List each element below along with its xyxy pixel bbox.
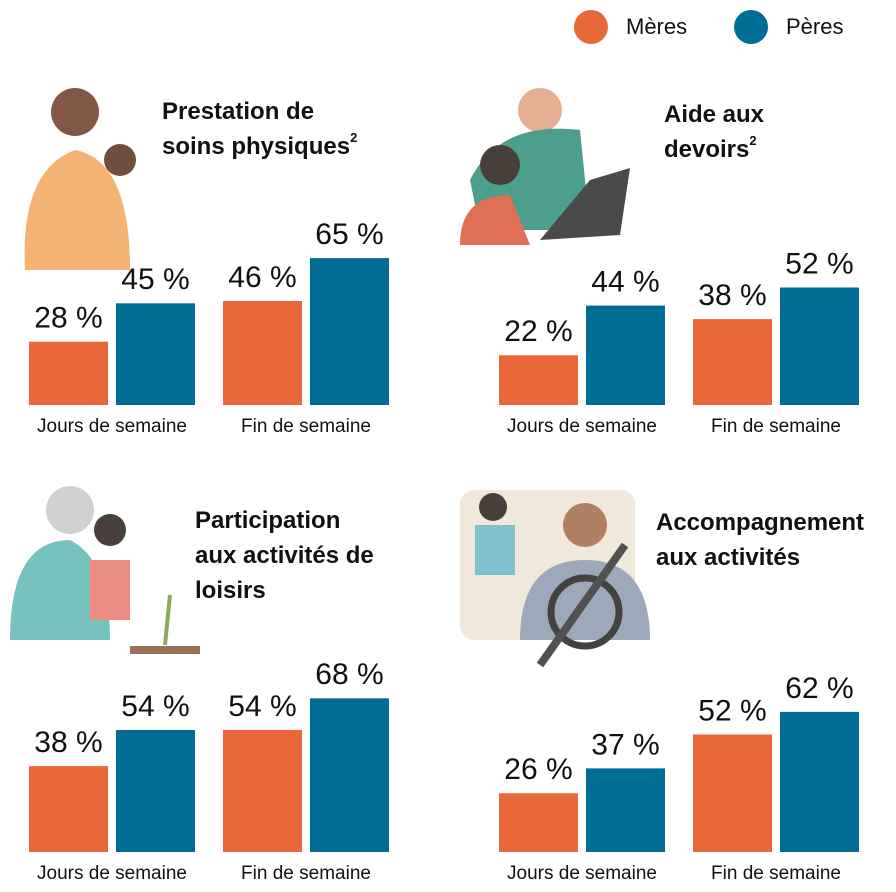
bar — [116, 303, 195, 405]
legend-label: Pères — [786, 14, 843, 39]
bar — [223, 730, 302, 852]
value-label: 38 % — [34, 726, 102, 759]
chart-title-line: loisirs — [195, 577, 266, 604]
value-label: 28 % — [34, 302, 102, 335]
infographic: MèresPères Prestation desoins physiques2… — [0, 0, 896, 887]
bar — [780, 287, 859, 405]
bar — [29, 766, 108, 852]
x-tick-label: Fin de semaine — [241, 416, 371, 437]
x-tick-label: Jours de semaine — [37, 863, 187, 884]
title-note: 2 — [749, 133, 756, 148]
value-label: 26 % — [504, 753, 572, 786]
chart-title-line: Participation — [195, 507, 340, 534]
chart-title: aux activités — [656, 544, 800, 571]
value-label: 44 % — [591, 265, 659, 298]
bar — [29, 342, 108, 405]
legend-swatch — [734, 10, 768, 44]
bar — [499, 355, 578, 405]
chart-title: devoirs2 — [664, 133, 757, 163]
bar — [780, 712, 859, 852]
chart-title: aux activités de — [195, 542, 374, 569]
bar — [499, 793, 578, 852]
illustration-leisure — [10, 486, 200, 650]
legend-label: Mères — [626, 14, 687, 39]
title-note: 2 — [350, 130, 357, 145]
bar — [310, 698, 389, 852]
value-label: 45 % — [121, 263, 189, 296]
x-tick-label: Fin de semaine — [711, 863, 841, 884]
legend-swatch — [574, 10, 608, 44]
value-label: 54 % — [121, 690, 189, 723]
chart-title-line: Prestation de — [162, 98, 314, 125]
illustration-care — [25, 88, 136, 270]
bar — [586, 306, 665, 405]
x-tick-label: Jours de semaine — [507, 863, 657, 884]
bar — [310, 258, 389, 405]
chart-title-line: devoirs — [664, 136, 749, 163]
chart-title: Participation — [195, 507, 340, 534]
value-label: 37 % — [591, 728, 659, 761]
value-label: 46 % — [228, 261, 296, 294]
value-label: 62 % — [785, 672, 853, 705]
value-label: 38 % — [698, 279, 766, 312]
chart-title-line: aux activités — [656, 544, 800, 571]
value-label: 52 % — [698, 694, 766, 727]
chart-title: Aide aux — [664, 101, 765, 128]
chart-title: Prestation de — [162, 98, 314, 125]
chart-title: soins physiques2 — [162, 130, 357, 160]
chart-title-line: Accompagnement — [656, 509, 864, 536]
illustration-driving — [460, 490, 650, 665]
chart-title-line: aux activités de — [195, 542, 374, 569]
bar — [116, 730, 195, 852]
x-tick-label: Jours de semaine — [507, 416, 657, 437]
chart-title-line: Aide aux — [664, 101, 765, 128]
value-label: 22 % — [504, 315, 572, 348]
chart-title: Accompagnement — [656, 509, 864, 536]
value-label: 52 % — [785, 247, 853, 280]
chart-title: loisirs — [195, 577, 266, 604]
value-label: 54 % — [228, 690, 296, 723]
x-tick-label: Fin de semaine — [711, 416, 841, 437]
bar — [693, 734, 772, 852]
chart-title-line: soins physiques — [162, 133, 350, 160]
bar — [586, 768, 665, 852]
bar — [223, 301, 302, 405]
value-label: 65 % — [315, 218, 383, 251]
value-label: 68 % — [315, 658, 383, 691]
bar — [693, 319, 772, 405]
x-tick-label: Jours de semaine — [37, 416, 187, 437]
illustration-homework — [460, 88, 630, 245]
x-tick-label: Fin de semaine — [241, 863, 371, 884]
legend: Mères Pères — [574, 10, 843, 44]
